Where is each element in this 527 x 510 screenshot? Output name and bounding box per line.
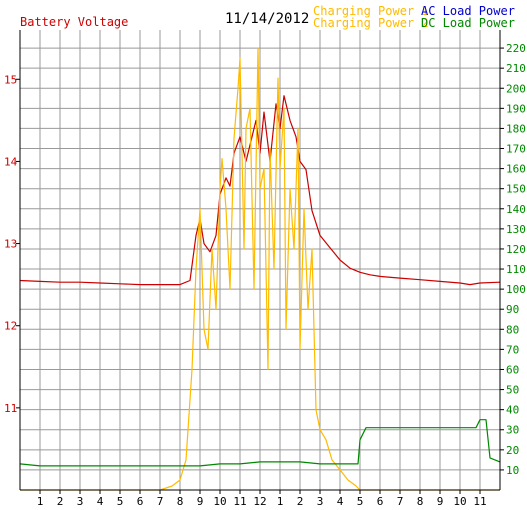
right-tick-label: 50 [506, 384, 519, 397]
dc-load-power-line [19, 419, 501, 467]
x-tick-label: 4 [97, 495, 104, 508]
header-layer: Battery Voltage 11/14/2012 Charging Powe… [20, 4, 515, 30]
x-tick-label: 8 [177, 495, 184, 508]
left-tick-label: 11 [4, 402, 17, 415]
legend-dc-load-power: DC Load Power [421, 16, 515, 30]
x-tick-label: 8 [417, 495, 424, 508]
x-tick-label: 7 [397, 495, 404, 508]
charging-power-line [20, 47, 500, 491]
left-tick-label: 12 [4, 320, 17, 333]
left-tick-label: 13 [4, 238, 17, 251]
right-tick-label: 150 [506, 183, 526, 196]
x-tick-label: 2 [297, 495, 304, 508]
right-tick-label: 10 [506, 464, 519, 477]
right-tick-label: 160 [506, 163, 526, 176]
x-tick-label: 9 [437, 495, 444, 508]
right-tick-label: 30 [506, 424, 519, 437]
right-tick-label: 140 [506, 203, 526, 216]
battery-voltage-title: Battery Voltage [20, 15, 128, 29]
x-tick-label: 12 [253, 495, 266, 508]
x-tick-label: 11 [473, 495, 486, 508]
legend-charging-power-1: Charging Power 1 [313, 4, 429, 18]
right-tick-label: 200 [506, 82, 526, 95]
right-tick-label: 190 [506, 102, 526, 115]
right-tick-label: 40 [506, 404, 519, 417]
x-tick-label: 10 [453, 495, 466, 508]
x-tick-label: 11 [233, 495, 246, 508]
x-tick-label: 7 [157, 495, 164, 508]
date-title: 11/14/2012 [225, 11, 309, 27]
right-tick-label: 170 [506, 143, 526, 156]
right-tick-label: 220 [506, 42, 526, 55]
right-tick-label: 210 [506, 62, 526, 75]
right-tick-label: 70 [506, 343, 519, 356]
x-tick-label: 1 [37, 495, 44, 508]
x-tick-label: 3 [317, 495, 324, 508]
x-tick-label: 6 [137, 495, 144, 508]
right-tick-label: 90 [506, 303, 519, 316]
grid-layer [20, 30, 500, 490]
right-tick-label: 120 [506, 243, 526, 256]
x-tick-label: 4 [337, 495, 344, 508]
right-tick-label: 60 [506, 363, 519, 376]
right-tick-label: 130 [506, 223, 526, 236]
x-tick-label: 10 [213, 495, 226, 508]
x-tick-label: 5 [357, 495, 364, 508]
series-layer [19, 47, 501, 491]
left-tick-label: 15 [4, 73, 17, 86]
left-tick-label: 14 [4, 155, 18, 168]
legend-charging-power-2: Charging Power 2 [313, 16, 429, 30]
x-tick-label: 2 [57, 495, 64, 508]
axis-layer: 1 2 3 4 5 6 7 8 9 10 11 12 1 2 3 4 5 6 7 8 9 10 11111213141510… [4, 30, 526, 508]
x-tick-label: 5 [117, 495, 124, 508]
right-tick-label: 80 [506, 323, 519, 336]
battery-voltage-line [19, 95, 501, 286]
legend-ac-load-power: AC Load Power [421, 4, 515, 18]
right-tick-label: 20 [506, 444, 519, 457]
right-tick-label: 180 [506, 122, 526, 135]
right-tick-label: 110 [506, 263, 526, 276]
x-tick-label: 9 [197, 495, 204, 508]
x-tick-label: 1 [277, 495, 284, 508]
x-tick-label: 3 [77, 495, 84, 508]
x-tick-label: 6 [377, 495, 384, 508]
right-tick-label: 100 [506, 283, 526, 296]
